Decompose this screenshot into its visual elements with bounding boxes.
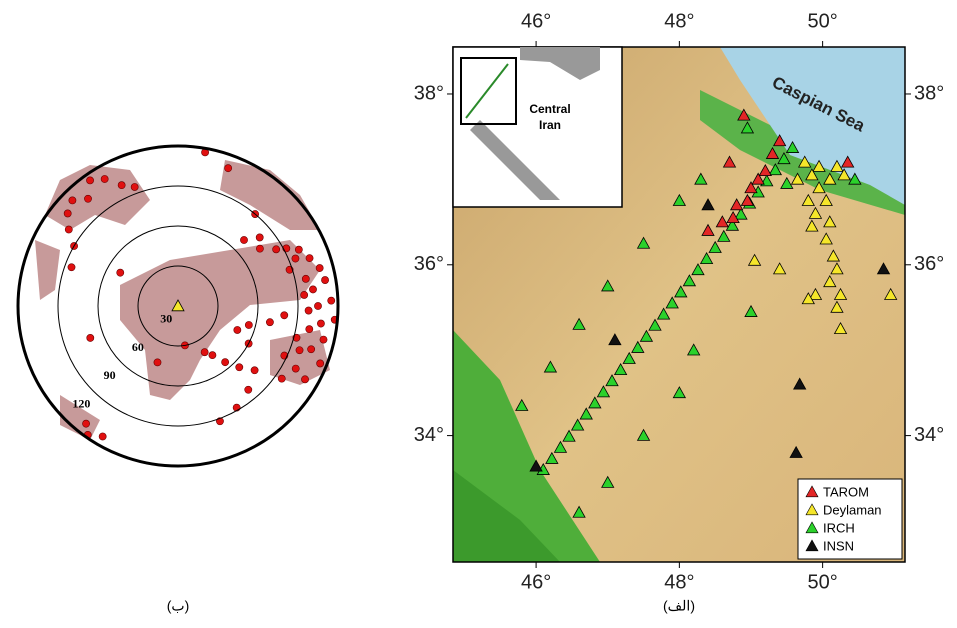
event (317, 320, 324, 327)
lat-tick-label: 34° (414, 424, 444, 446)
event (314, 302, 321, 309)
event (251, 367, 258, 374)
lon-tick-label: 46° (521, 571, 551, 593)
ring-label: 90 (104, 368, 116, 382)
event (69, 197, 76, 204)
event (86, 177, 93, 184)
figure: Central Iran Caspian Sea (الف) TAROMDeyl… (0, 0, 957, 623)
event (101, 175, 108, 182)
ring-label: 120 (72, 396, 90, 410)
lon-tick-label: 50° (807, 10, 837, 32)
event (118, 182, 125, 189)
caption: (ب) (167, 598, 190, 614)
event (273, 246, 280, 253)
event (305, 307, 312, 314)
legend-label: IRCH (823, 520, 855, 535)
event (245, 321, 252, 328)
legend-label: INSN (823, 538, 854, 553)
event (234, 326, 241, 333)
event (225, 165, 232, 172)
event (154, 359, 161, 366)
event (306, 255, 313, 262)
event (292, 365, 299, 372)
event (236, 364, 243, 371)
event (256, 234, 263, 241)
lat-tick-label: 36° (914, 253, 944, 275)
legend: TAROM Deylaman IRCH INSN (798, 479, 902, 559)
event (317, 360, 324, 367)
legend-label: Deylaman (823, 502, 882, 517)
event (245, 386, 252, 393)
lat-tick-label: 34° (914, 424, 944, 446)
event (256, 245, 263, 252)
event (301, 376, 308, 383)
event (131, 183, 138, 190)
event (222, 359, 229, 366)
lat-tick-label: 38° (414, 82, 444, 104)
event (117, 269, 124, 276)
event (308, 346, 315, 353)
event (309, 286, 316, 293)
event (266, 319, 273, 326)
event (296, 347, 303, 354)
ring-label: 30 (160, 312, 172, 326)
event (302, 275, 309, 282)
event (295, 246, 302, 253)
event (278, 375, 285, 382)
event (281, 312, 288, 319)
event (328, 297, 335, 304)
lat-tick-label: 38° (914, 82, 944, 104)
legend-label: TAROM (823, 484, 869, 499)
lon-tick-label: 46° (521, 10, 551, 32)
event (321, 276, 328, 283)
event (65, 226, 72, 233)
inset-label: Iran (539, 118, 561, 132)
event (201, 349, 208, 356)
event (316, 264, 323, 271)
event (99, 433, 106, 440)
event (64, 210, 71, 217)
event (209, 352, 216, 359)
inset-label: Central (529, 102, 570, 116)
event (301, 291, 308, 298)
polar-plot: 30 60 90 120 (18, 146, 338, 466)
lon-tick-label: 50° (807, 571, 837, 593)
caption: (الف) (663, 598, 695, 614)
ring-label: 60 (132, 340, 144, 354)
lat-tick-label: 36° (414, 253, 444, 275)
event (87, 334, 94, 341)
event (320, 336, 327, 343)
lon-tick-label: 48° (664, 571, 694, 593)
event (292, 255, 299, 262)
inset-map: Central Iran (453, 47, 622, 207)
event (306, 326, 313, 333)
event (68, 264, 75, 271)
event (84, 195, 91, 202)
lon-tick-label: 48° (664, 10, 694, 32)
event (82, 420, 89, 427)
event (240, 236, 247, 243)
